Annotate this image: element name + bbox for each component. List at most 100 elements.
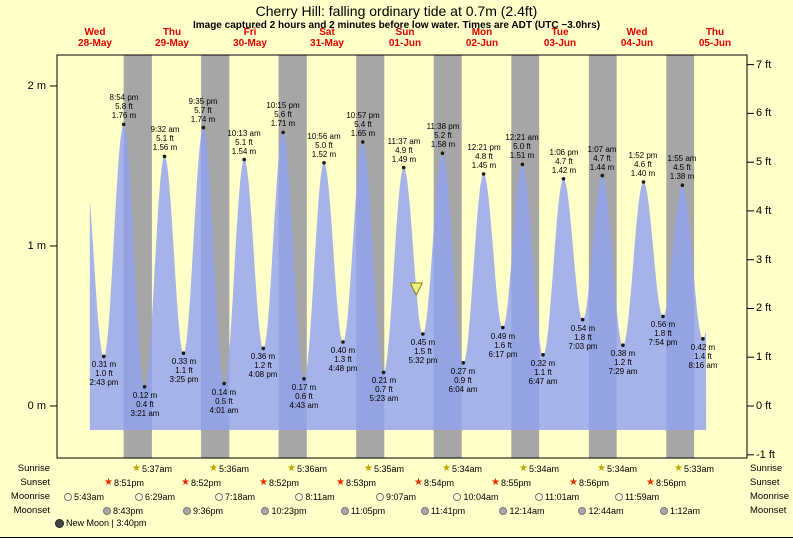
sunset-star-icon: ★ [414,476,423,488]
tide-extreme-label-line: 1:55 am [667,154,697,163]
day-label: Fri 30-May [218,27,282,49]
tide-extreme-marker [102,354,106,359]
moonrise-icon [534,492,543,501]
tide-extreme-label: 0.12 m 0.4 ft 3:21 am [117,391,173,418]
tide-extreme-marker [561,177,566,181]
tide-extreme-label-line: 4.9 ft [395,146,413,155]
moonset-item: 1:12am [652,504,708,517]
y-axis-label-ft: 5 ft [756,156,772,168]
tide-extreme-label-line: 1.6 ft [494,341,512,350]
tide-extreme-label: 0.33 m 1.1 ft 3:25 pm [156,357,212,384]
tide-extreme-marker [680,183,685,187]
tide-extreme-label-line: 1.76 m [111,111,137,120]
moonrise-item: 5:43am [56,490,112,503]
page-title: Cherry Hill: falling ordinary tide at 0.… [255,3,538,19]
tide-extreme-label-line: 1.49 m [391,155,417,164]
tide-extreme-marker [580,317,585,322]
tide-extreme-label-line: 0.9 ft [454,376,472,385]
sunrise-label-right: Sunrise [750,463,783,474]
tide-extreme-marker [142,385,147,389]
tide-extreme-label-line: 4:43 am [289,401,319,410]
moonset-icon [499,506,508,515]
tide-extreme-label-line: 8:54 pm [109,93,139,102]
sunrise-star-icon: ★ [597,462,606,474]
sunset-label-right: Sunset [750,477,780,488]
tide-extreme-label-line: 0.4 ft [136,400,154,409]
tide-extreme-label-line: 6:17 pm [488,350,518,359]
tide-extreme-label-line: 1.3 ft [334,355,352,364]
sunset-star-icon: ★ [491,476,500,488]
moonset-item: 8:43pm [95,504,151,517]
tide-extreme-marker [322,161,326,165]
tide-extreme-label-line: 2:43 pm [89,378,119,387]
tide-extreme-marker [281,130,285,135]
tide-extreme-label-line: 0.45 m [410,338,436,347]
moonset-time: 11:05pm [350,505,386,516]
sunset-time: 8:54pm [423,477,454,488]
moonrise-icon [214,492,223,501]
moonset-item: 11:41pm [415,504,471,517]
tide-extreme-label-line: 1.2 ft [614,358,632,367]
moonrise-item: 6:29am [127,490,183,503]
tide-extreme-label-line: 1.2 ft [254,361,272,370]
day-label: Tue 03-Jun [528,27,592,49]
tide-extreme-label-line: 11:38 pm [426,122,460,131]
tide-extreme-label-line: 0.33 m [171,357,197,366]
tide-extreme-label-line: 1.71 m [270,119,296,128]
tide-extreme-label-line: 1.56 m [152,143,178,152]
tide-extreme-label-line: 0.38 m [610,349,636,358]
tide-extreme-label-line: 10:13 am [227,129,261,138]
sunset-time: 8:55pm [500,477,531,488]
tide-extreme-marker [381,370,386,375]
tide-extreme-label: 1:06 pm 4.7 ft 1.42 m [536,148,592,175]
day-label: Mon 02-Jun [450,27,514,49]
chart-subtitle: Image captured 2 hours and 2 minutes bef… [192,20,601,31]
moonrise-item: 7:18am [207,490,263,503]
moonset-label-right: Moonset [750,505,787,516]
moonrise-item: 10:04am [448,490,504,503]
tide-extreme-label: 0.38 m 1.2 ft 7:29 am [595,349,651,376]
tide-extreme-label-line: 5.0 ft [513,142,531,151]
tide-extreme-label: 9:32 am 5.1 ft 1.56 m [137,125,193,152]
tide-extreme-label: 0.17 m 0.6 ft 4:43 am [276,383,332,410]
tide-extreme-label-line: 10:56 am [307,132,341,141]
tide-extreme-label-line: 9:35 pm [188,97,218,106]
tide-extreme-label: 0.21 m 0.7 ft 5:23 am [356,376,412,403]
sunrise-time: 5:33am [683,463,714,474]
y-axis-label-ft: 2 ft [756,302,772,314]
tide-extreme-marker [461,361,466,365]
sunset-time: 8:51pm [113,477,144,488]
tide-extreme-label-line: 7:29 am [608,367,638,376]
tide-extreme-label-line: 1.51 m [509,151,535,160]
tide-extreme-label: 0.14 m 0.5 ft 4:01 am [196,388,252,415]
moonset-icon [578,506,587,515]
tide-extreme-label: 1:55 am 4.5 ft 1.38 m [654,154,710,181]
sunrise-star-icon: ★ [209,462,218,474]
tide-extreme-label-line: 4:48 pm [328,364,358,373]
moonrise-item: 11:01am [529,490,585,503]
tide-extreme-marker [302,377,306,381]
tide-extreme-label: 8:54 pm 5.8 ft 1.76 m [96,93,152,120]
moonrise-time: 10:04am [463,491,499,502]
tide-extreme-marker [242,157,246,162]
tide-extreme-label-line: 0.42 m [690,343,716,352]
tide-extreme-label-line: 1.8 ft [574,333,592,342]
tide-extreme-label-line: 7:03 pm [568,342,598,351]
moonset-icon [659,506,668,515]
tide-extreme-label: 12:21 am 5.0 ft 1.51 m [494,133,550,160]
tide-extreme-marker [600,173,605,178]
day-name: Sun [395,27,415,38]
day-name: Sat [319,27,335,38]
day-label: Thu 29-May [140,27,204,49]
sunrise-item: ★ 5:35am [356,462,412,475]
sunrise-star-icon: ★ [364,462,373,474]
tide-extreme-marker [341,340,345,344]
day-name: Tue [551,27,569,38]
sunrise-item: ★ 5:36am [201,462,257,475]
sunrise-time: 5:34am [451,463,482,474]
tide-extreme-label-line: 4:01 am [209,406,239,415]
day-label: Wed 04-Jun [605,27,669,49]
sunset-item: ★ 8:52pm [251,476,307,489]
tide-extreme-label: 10:56 am 5.0 ft 1.52 m [296,132,352,159]
